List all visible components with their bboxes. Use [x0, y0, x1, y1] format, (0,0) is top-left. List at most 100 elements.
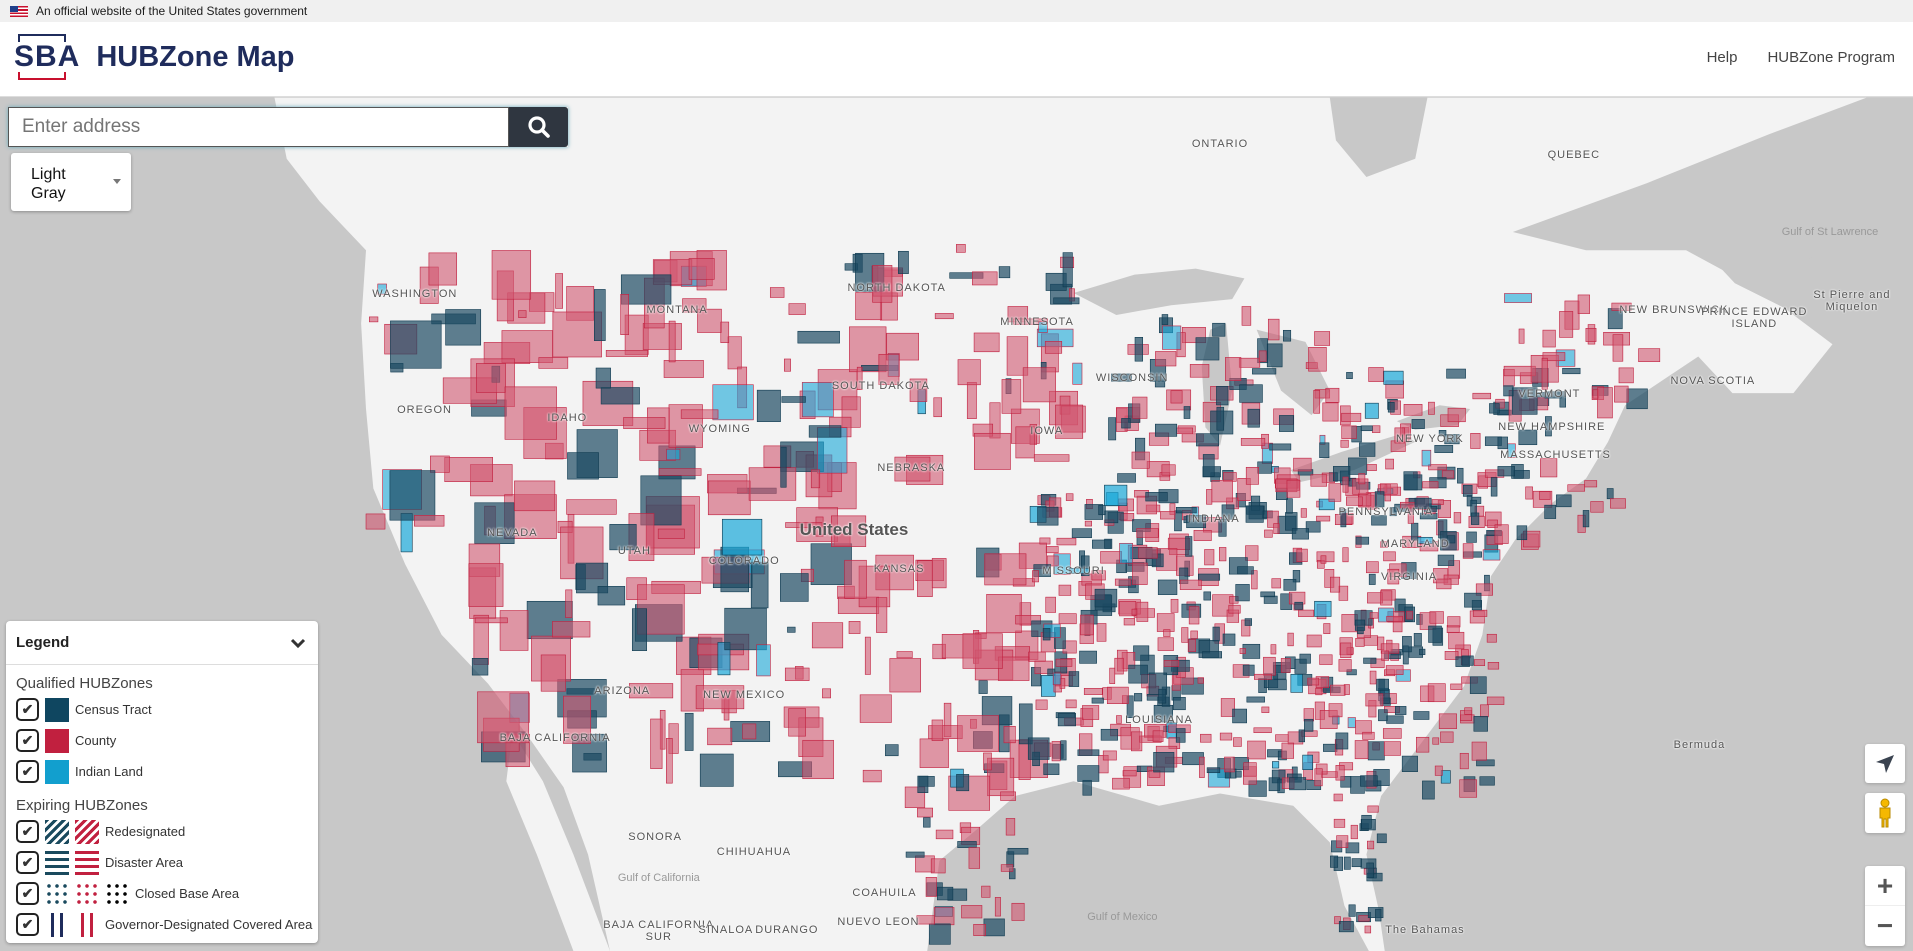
census-tract-zone[interactable]	[474, 502, 515, 544]
county-zone[interactable]	[973, 432, 1011, 470]
zoom-out-button[interactable]: −	[1876, 910, 1894, 941]
county-zone[interactable]	[1233, 737, 1242, 747]
county-zone[interactable]	[1136, 601, 1149, 622]
census-tract-zone[interactable]	[1098, 504, 1106, 516]
census-tract-zone[interactable]	[1077, 765, 1100, 782]
basemap-select[interactable]: Light Gray	[11, 153, 131, 211]
checkbox-county[interactable]: ✔	[16, 729, 39, 752]
county-zone[interactable]	[1136, 528, 1159, 538]
census-tract-zone[interactable]	[1562, 367, 1581, 375]
county-zone[interactable]	[1362, 731, 1375, 740]
census-tract-zone[interactable]	[1299, 653, 1311, 664]
county-zone[interactable]	[973, 332, 1000, 353]
census-tract-zone[interactable]	[1104, 510, 1119, 524]
census-tract-zone[interactable]	[1338, 921, 1354, 933]
county-zone[interactable]	[917, 807, 933, 818]
county-zone[interactable]	[1314, 768, 1323, 787]
county-zone[interactable]	[1319, 654, 1333, 665]
county-zone[interactable]	[1448, 631, 1465, 650]
checkbox-indian-land[interactable]: ✔	[16, 760, 39, 783]
county-zone[interactable]	[1241, 306, 1252, 326]
census-tract-zone[interactable]	[1582, 510, 1590, 528]
county-zone[interactable]	[1323, 623, 1331, 634]
county-zone[interactable]	[1611, 302, 1632, 311]
county-zone[interactable]	[1333, 818, 1346, 828]
county-zone[interactable]	[748, 467, 797, 501]
county-zone[interactable]	[1338, 585, 1349, 601]
census-tract-zone[interactable]	[1626, 388, 1648, 410]
county-zone[interactable]	[1334, 916, 1341, 925]
census-tract-zone[interactable]	[390, 320, 442, 369]
county-zone[interactable]	[1350, 824, 1358, 840]
county-zone[interactable]	[1254, 673, 1272, 680]
county-zone[interactable]	[1473, 659, 1486, 666]
census-tract-zone[interactable]	[1389, 507, 1397, 517]
census-tract-zone[interactable]	[1361, 814, 1372, 829]
county-zone[interactable]	[1280, 658, 1291, 673]
census-tract-zone[interactable]	[1173, 697, 1186, 711]
checkbox-disaster-area[interactable]: ✔	[16, 851, 39, 874]
census-tract-zone[interactable]	[1068, 671, 1080, 687]
census-tract-zone[interactable]	[1401, 755, 1418, 772]
census-tract-zone[interactable]	[1411, 419, 1425, 429]
indian-land-zone[interactable]	[1482, 549, 1501, 561]
census-tract-zone[interactable]	[1203, 591, 1211, 601]
county-zone[interactable]	[663, 360, 704, 378]
county-zone[interactable]	[1379, 483, 1398, 495]
county-zone[interactable]	[1308, 347, 1327, 372]
county-zone[interactable]	[1197, 677, 1204, 684]
county-zone[interactable]	[811, 622, 844, 649]
census-tract-zone[interactable]	[1242, 664, 1255, 676]
county-zone[interactable]	[1298, 609, 1314, 617]
census-tract-zone[interactable]	[1100, 728, 1118, 741]
county-zone[interactable]	[1487, 519, 1498, 528]
county-zone[interactable]	[1540, 458, 1558, 478]
map-canvas[interactable]: ONTARIO QUEBEC NEW BRUNSWICK PRINCE EDWARD …	[0, 97, 1913, 951]
county-zone[interactable]	[514, 480, 556, 512]
county-zone[interactable]	[1459, 752, 1469, 770]
county-zone[interactable]	[1380, 643, 1400, 654]
county-zone[interactable]	[1518, 328, 1525, 344]
county-zone[interactable]	[1367, 805, 1379, 813]
county-zone[interactable]	[1436, 578, 1452, 590]
census-tract-zone[interactable]	[1355, 536, 1370, 545]
county-zone[interactable]	[983, 752, 992, 771]
census-tract-zone[interactable]	[1235, 770, 1242, 778]
census-tract-zone[interactable]	[1158, 688, 1167, 704]
census-tract-zone[interactable]	[1185, 536, 1193, 557]
county-zone[interactable]	[1440, 731, 1454, 743]
census-tract-zone[interactable]	[983, 918, 1005, 937]
county-zone[interactable]	[1015, 615, 1041, 625]
county-zone[interactable]	[1001, 379, 1022, 414]
census-tract-zone[interactable]	[1091, 697, 1104, 704]
county-zone[interactable]	[1051, 741, 1061, 762]
county-zone[interactable]	[1387, 568, 1400, 585]
census-tract-zone[interactable]	[724, 607, 767, 651]
county-zone[interactable]	[1163, 660, 1180, 667]
county-zone[interactable]	[1441, 470, 1455, 479]
county-zone[interactable]	[1383, 551, 1396, 562]
census-tract-zone[interactable]	[1151, 553, 1164, 568]
census-tract-zone[interactable]	[471, 658, 489, 676]
county-zone[interactable]	[1112, 777, 1130, 790]
indian-land-zone[interactable]	[1314, 600, 1332, 617]
census-tract-zone[interactable]	[1438, 430, 1447, 437]
county-zone[interactable]	[1380, 541, 1388, 548]
census-tract-zone[interactable]	[1413, 711, 1430, 720]
county-zone[interactable]	[563, 695, 592, 744]
county-zone[interactable]	[1102, 750, 1117, 761]
county-zone[interactable]	[1240, 438, 1266, 446]
county-zone[interactable]	[1381, 650, 1390, 661]
census-tract-zone[interactable]	[1470, 512, 1480, 525]
county-zone[interactable]	[1219, 732, 1233, 741]
county-zone[interactable]	[1366, 464, 1377, 471]
county-zone[interactable]	[1253, 727, 1272, 733]
county-zone[interactable]	[1190, 630, 1198, 639]
county-zone[interactable]	[1045, 546, 1059, 554]
census-tract-zone[interactable]	[1363, 657, 1377, 664]
county-zone[interactable]	[1434, 765, 1443, 776]
county-zone[interactable]	[1114, 657, 1124, 675]
county-zone[interactable]	[1368, 367, 1384, 382]
county-zone[interactable]	[1267, 318, 1280, 341]
county-zone[interactable]	[566, 499, 617, 515]
